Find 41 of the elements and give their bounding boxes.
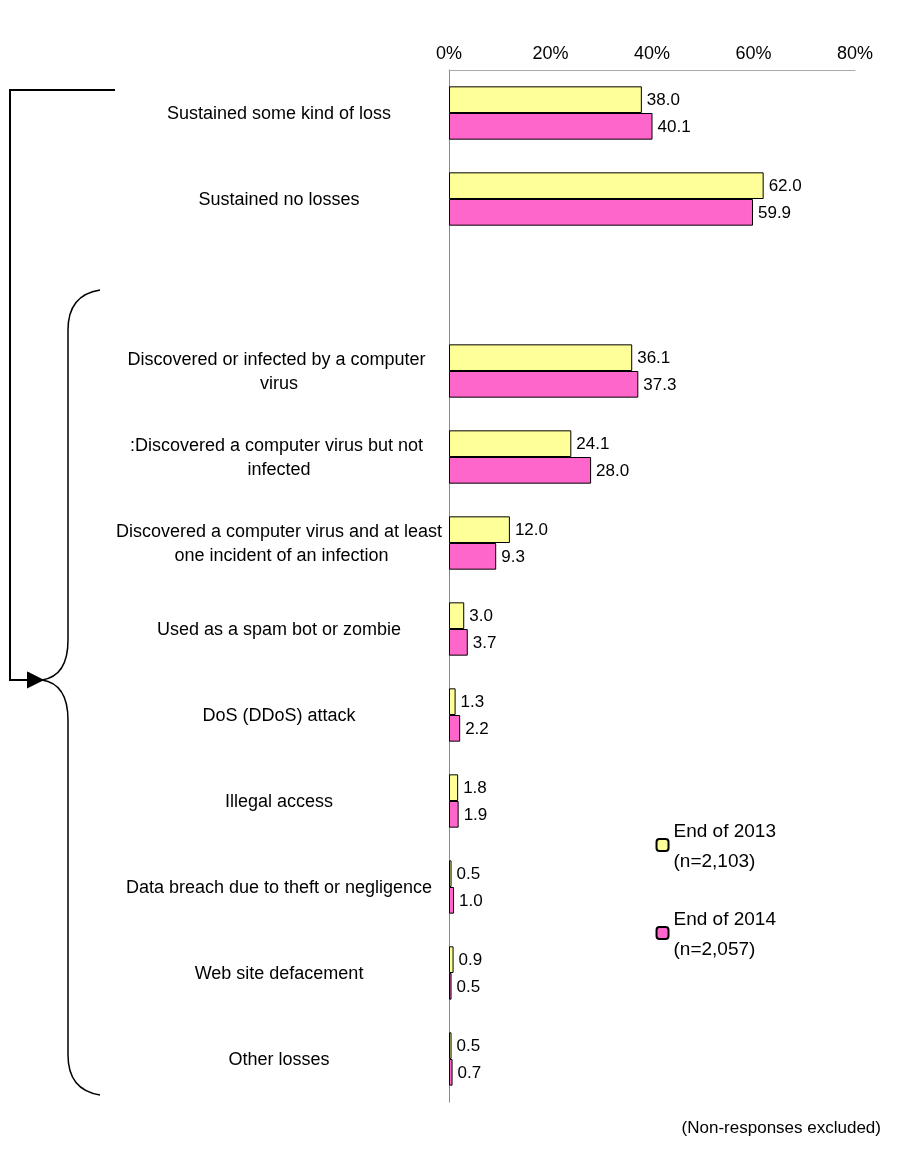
data-label: 0.7 [457,1062,482,1082]
data-label: 3.7 [472,632,497,652]
x-tick-label: 60% [735,43,772,63]
legend-label: End of 2014 (n=2,057) [673,907,777,959]
data-label: 2.2 [465,718,489,738]
y-tick-label: Illegal access [224,791,334,811]
y-tick-label: Web site defacement [194,963,364,983]
x-tick-label: 20% [532,43,569,63]
legend-label: End of 2013 (n=2,103) [673,819,777,871]
data-label: 62.0 [768,176,802,196]
data-label: 1.9 [463,804,488,824]
data-label: 36.1 [637,348,671,368]
data-label: 1.8 [463,778,487,798]
data-label: 24.1 [576,434,610,454]
data-label: 38.0 [646,90,680,110]
y-tick-label: DoS (DDoS) attack [202,705,357,725]
data-label: 59.9 [757,202,792,222]
data-label: 37.3 [643,374,677,394]
data-label: 12.0 [514,520,548,540]
x-tick-label: 0% [435,43,463,63]
data-label: 1.3 [460,692,485,712]
y-tick-label: Other losses [228,1049,330,1069]
y-tick-label: Discovered or infected by a computer virus [127,349,431,393]
text: (Non-responses excluded) [681,1118,881,1138]
data-label: 0.5 [456,864,481,884]
data-label: 0.5 [456,1036,481,1056]
x-tick-label: 40% [633,43,671,63]
y-tick-label: Sustained some kind of loss [166,103,392,123]
y-tick-label: Used as a spam bot or zombie [156,619,402,639]
data-label: 28.0 [596,460,630,480]
data-label: 1.0 [459,890,483,910]
data-label: 40.1 [657,116,691,136]
y-tick-label: Data breach due to theft or negligence [125,877,433,897]
x-tick-label: 80% [836,43,874,63]
y-tick-label: Sustained no losses [198,189,360,209]
data-label: 0.5 [456,976,481,996]
data-label: 3.0 [469,606,493,626]
y-tick-label: :Discovered a computer virus but not infected [129,435,429,479]
y-tick-label: Discovered a computer virus and at least one incident of an infection [115,521,443,565]
data-label: 0.9 [458,950,483,970]
data-label: 9.3 [501,546,525,566]
